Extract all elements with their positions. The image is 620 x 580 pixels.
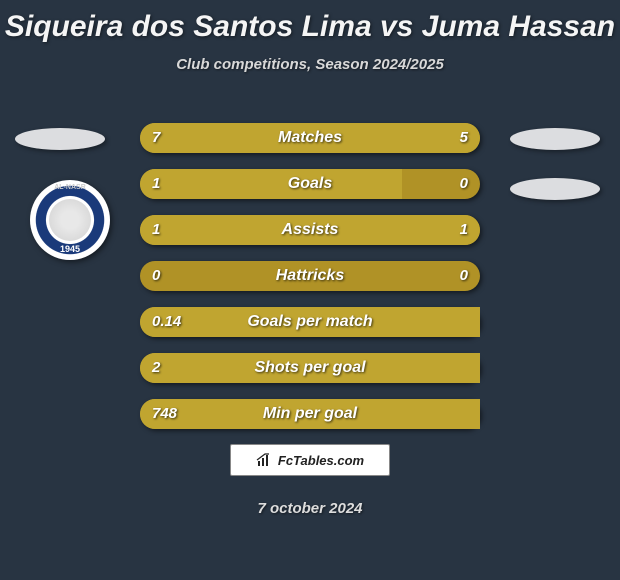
bar-value-left: 0.14 [152, 307, 181, 337]
footer-date: 7 october 2024 [0, 500, 620, 517]
stats-bars: Matches75Goals10Assists11Hattricks00Goal… [140, 123, 480, 445]
stat-bar-row: Goals per match0.14 [140, 307, 480, 337]
bar-label: Assists [140, 215, 480, 245]
bar-value-right: 0 [460, 261, 468, 291]
bar-value-left: 1 [152, 169, 160, 199]
bar-value-right: 0 [460, 169, 468, 199]
bar-value-left: 2 [152, 353, 160, 383]
stat-bar-row: Assists1 1 [140, 215, 480, 245]
bar-label: Goals per match [140, 307, 480, 337]
bar-value-right: 5 [460, 123, 468, 153]
bar-label: Min per goal [140, 399, 480, 429]
club-badge-year: 1945 [30, 244, 110, 254]
bar-value-left: 7 [152, 123, 160, 153]
stat-bar-row: Shots per goal2 [140, 353, 480, 383]
comparison-subtitle: Club competitions, Season 2024/2025 [0, 56, 620, 73]
player-left-logo-placeholder [15, 128, 105, 150]
bar-value-right: 1 [460, 215, 468, 245]
bar-label: Matches [140, 123, 480, 153]
stat-bar-row: Goals1 0 [140, 169, 480, 199]
bar-label: Goals [140, 169, 480, 199]
player-right-logo-placeholder-1 [510, 128, 600, 150]
bar-label: Shots per goal [140, 353, 480, 383]
player-right-logo-placeholder-2 [510, 178, 600, 200]
bar-value-left: 0 [152, 261, 160, 291]
club-badge: AL-NASR 1945 [30, 180, 110, 260]
club-badge-name: AL-NASR [30, 184, 110, 191]
bar-value-left: 748 [152, 399, 177, 429]
footer-brand-text: FcTables.com [278, 453, 364, 468]
stat-bar-row: Hattricks0 0 [140, 261, 480, 291]
bar-value-left: 1 [152, 215, 160, 245]
stat-bar-row: Matches7 5 [140, 123, 480, 153]
club-badge-ball-icon [49, 199, 91, 241]
bar-label: Hattricks [140, 261, 480, 291]
chart-icon [256, 453, 274, 467]
stat-bar-row: Min per goal748 [140, 399, 480, 429]
footer-brand-logo: FcTables.com [230, 444, 390, 476]
comparison-title: Siqueira dos Santos Lima vs Juma Hassan [0, 0, 620, 44]
